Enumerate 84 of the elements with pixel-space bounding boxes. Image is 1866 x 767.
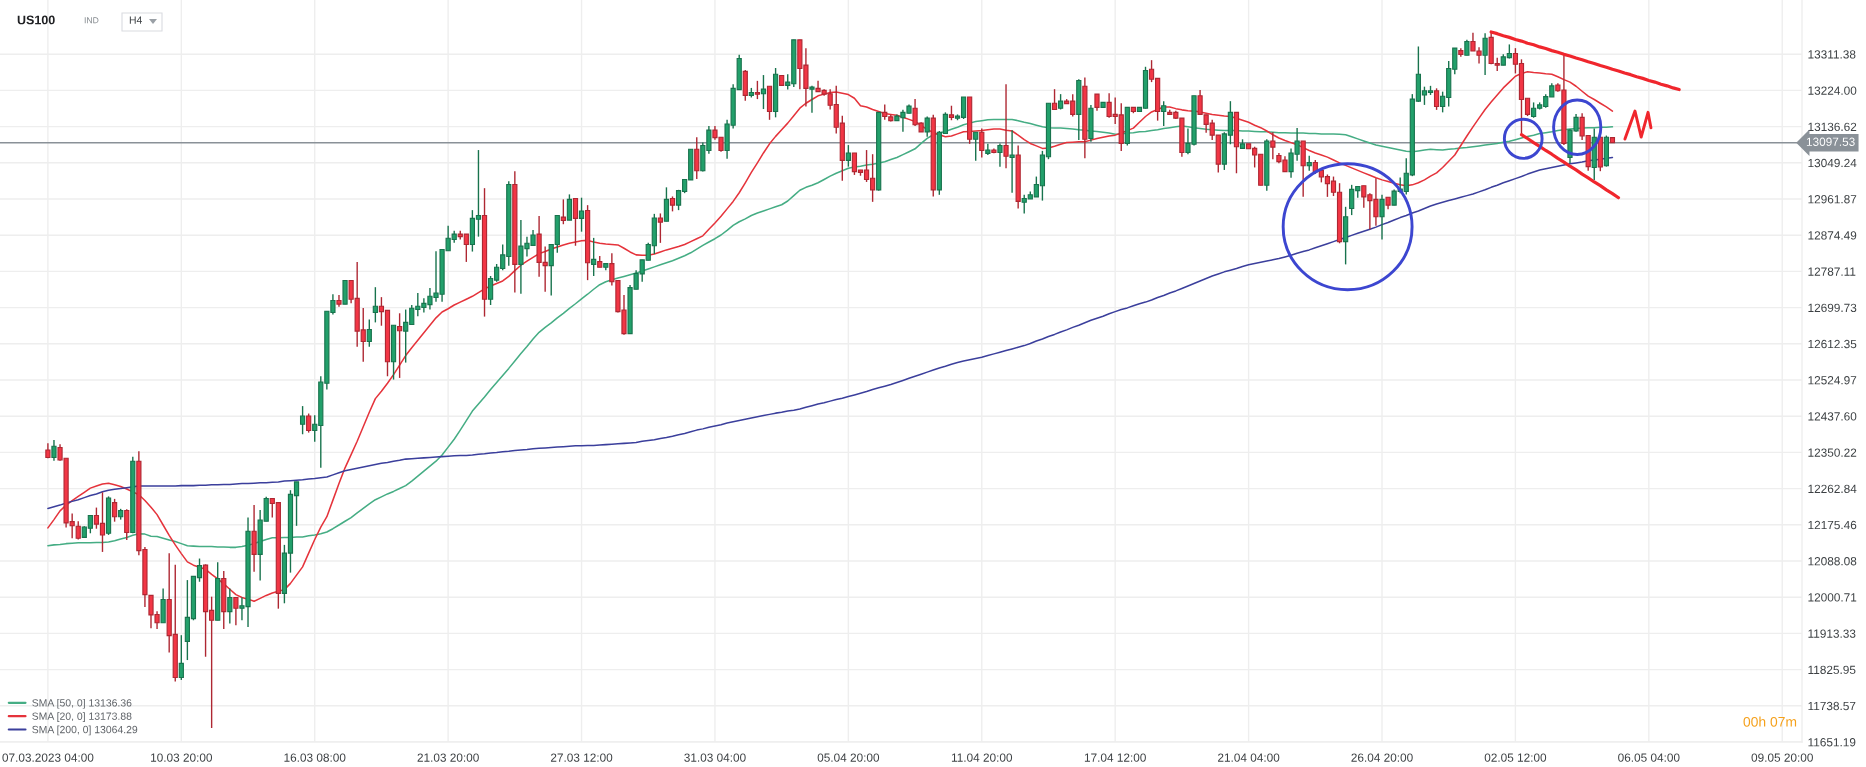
y-tick-label: 13049.24 [1808,158,1857,168]
y-tick-label: 11738.57 [1808,701,1856,711]
y-tick-label: 12961.87 [1808,195,1857,204]
candlestick [924,115,930,138]
legend-label: SMA [50, 0] 13136.36 [32,698,132,709]
x-tick-label: 09.05 20:00 [1751,753,1813,762]
candlestick [366,318,372,348]
annotation: IND [84,17,99,24]
candlestick [1270,131,1276,160]
candlestick [124,508,130,541]
candlestick [1009,129,1015,194]
y-tick-label: 11913.33 [1808,629,1856,638]
candlestick [1051,88,1058,111]
candlestick [997,142,1003,168]
candlestick [1161,100,1167,127]
x-tick-label: 31.03 04:00 [684,753,746,762]
x-tick-label: 11.04 20:00 [951,753,1013,762]
x-tick-label: 07.03.2023 04:00 [2,753,94,762]
x-tick-label: 06.05 04:00 [1618,753,1680,762]
line-series [47,117,1614,549]
candlestick [160,587,166,624]
annotation: 00h 07m [1743,716,1797,727]
candlestick [397,312,403,379]
candlestick [306,412,312,434]
x-tick-label: 16.03 08:00 [284,753,346,762]
x-tick-label: 26.04 20:00 [1351,753,1413,762]
x-tick-label: 27.03 12:00 [550,753,613,762]
candlestick [342,279,348,305]
y-tick-label: 12088.08 [1808,557,1857,566]
candlestick [657,212,663,244]
y-tick-label: 12350.22 [1808,448,1857,457]
candlestick [1003,83,1009,169]
x-tick-label: 10.03 20:00 [151,753,213,762]
y-tick-label: 12874.49 [1808,231,1857,240]
candlestick [560,198,566,225]
y-tick-label: 12175.46 [1808,520,1857,530]
candlestick [1482,32,1488,76]
candlestick [51,439,57,462]
candlestick [372,286,378,324]
line-series [1519,133,1621,200]
line-series [1489,30,1681,92]
candlestick [578,197,585,233]
y-tick-label: 12612.35 [1808,339,1857,349]
candlestick [845,144,851,168]
candlestick [566,193,573,221]
annotation: H4 [129,16,143,24]
y-tick-label: 12262.84 [1808,484,1857,493]
y-tick-label: 12524.97 [1808,376,1857,385]
ref-line-label: 13097.53 [1806,137,1855,146]
y-tick-label: 12437.60 [1808,412,1857,421]
candlestick [111,498,118,523]
candlestick [663,186,670,223]
y-tick-label: 11825.95 [1808,665,1856,674]
legend-label: SMA [20, 0] 13173.88 [32,712,132,722]
x-tick-label: 21.04 04:00 [1218,753,1280,762]
candlestick [591,237,597,277]
x-tick-label: 17.04 12:00 [1084,753,1146,762]
y-tick-label: 12000.71 [1808,593,1857,602]
candlestick [178,634,184,681]
candlestick [809,85,815,114]
line-series [47,70,1614,602]
line-series [47,156,1614,510]
candlestick [299,405,306,435]
y-tick-label: 13136.62 [1808,122,1857,131]
candlestick [227,587,233,625]
y-tick-label: 12787.11 [1808,267,1856,276]
candlestick [572,197,579,247]
candlestick [1433,87,1440,111]
x-tick-label: 21.03 20:00 [417,753,479,762]
x-tick-label: 02.05 12:00 [1484,753,1547,762]
candlestick [694,136,700,180]
y-tick-label: 13224.00 [1808,86,1857,95]
candlestick [251,504,257,573]
candlestick [973,131,979,162]
legend-label: SMA [200, 0] 13064.29 [32,725,138,736]
y-tick-label: 11651.19 [1808,738,1856,747]
y-tick-label: 12699.73 [1808,303,1857,312]
x-tick-label: 05.04 20:00 [817,753,880,762]
text: US100 [17,15,55,25]
candlestick [979,127,985,159]
candlestick [754,80,761,100]
candlestick [1379,194,1385,241]
candlestick [233,596,239,626]
y-tick-label: 13311.38 [1808,50,1856,59]
